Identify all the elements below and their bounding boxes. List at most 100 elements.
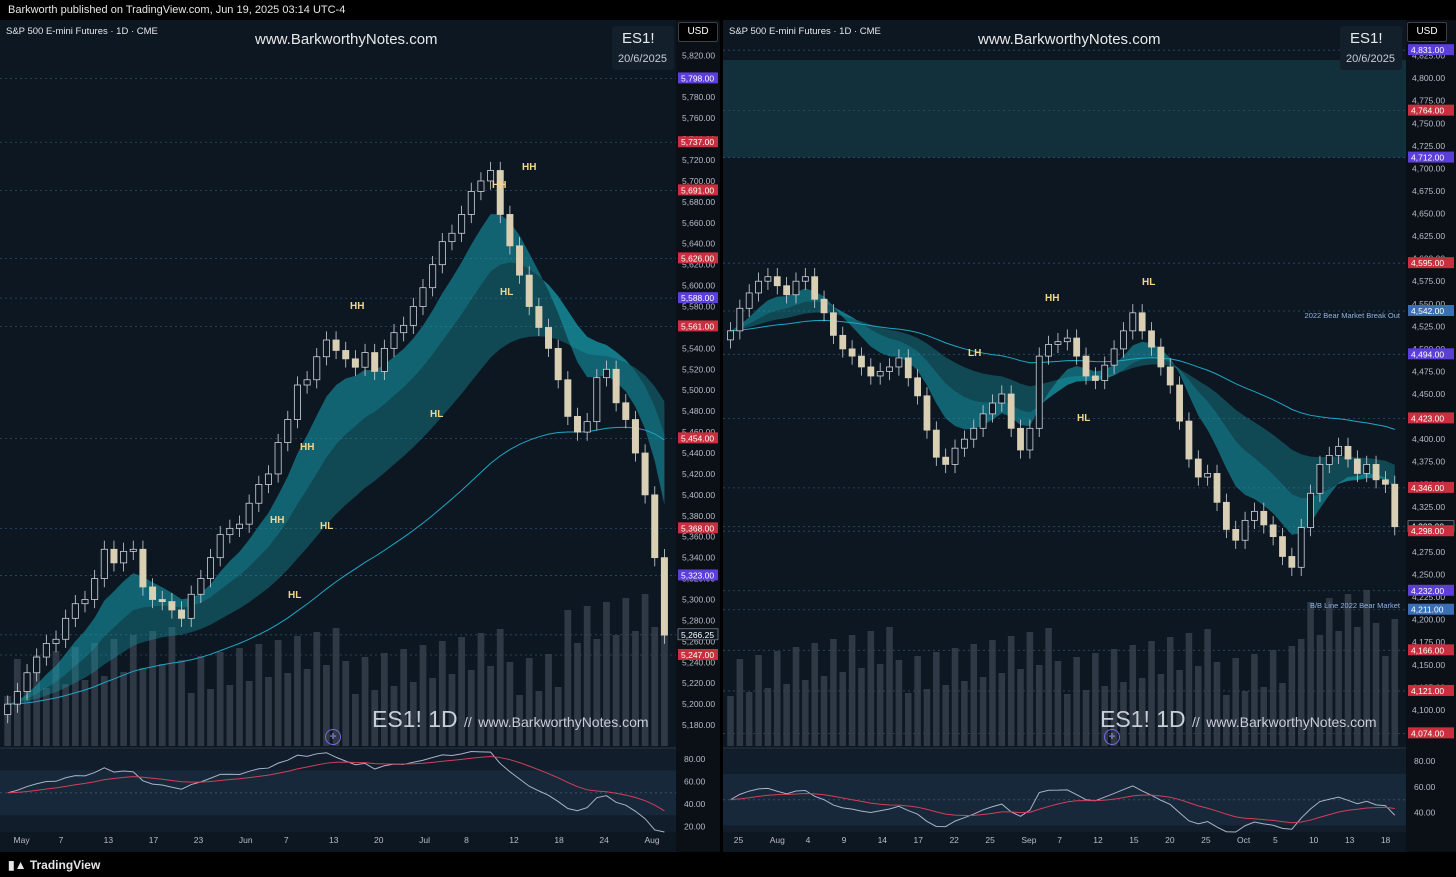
swing-label: HH xyxy=(522,162,536,173)
price-tick-label: 5,360.00 xyxy=(682,532,715,542)
volume-bar xyxy=(1391,619,1399,746)
candle xyxy=(755,280,762,294)
candle xyxy=(429,264,437,289)
candle xyxy=(1017,427,1024,451)
candle xyxy=(477,180,485,192)
volume-bar xyxy=(120,672,127,746)
price-tag xyxy=(1408,481,1454,493)
candle xyxy=(1045,343,1052,357)
candle xyxy=(745,292,753,309)
candle xyxy=(1026,427,1034,451)
volume-bar xyxy=(158,664,166,746)
candle xyxy=(801,276,809,282)
replay-icon[interactable]: ✛ xyxy=(1104,729,1120,745)
price-tick-label: 5,680.00 xyxy=(682,197,715,207)
price-tag-label: 5,454.00 xyxy=(681,433,714,443)
price-tick-label: 4,750.00 xyxy=(1412,118,1445,128)
time-tick-label: 20 xyxy=(374,835,384,845)
candle xyxy=(332,339,340,351)
volume-bar xyxy=(487,666,494,746)
rsi-signal-line xyxy=(7,755,665,812)
volume-bar xyxy=(1269,650,1277,746)
watermark-site: www.BarkworthyNotes.com xyxy=(478,714,649,730)
time-tick-label: 10 xyxy=(1309,835,1319,845)
price-tag xyxy=(678,648,718,660)
chart-panel-right[interactable]: 4,850.004,825.004,800.004,775.004,750.00… xyxy=(723,20,1456,852)
price-tag-label: 5,737.00 xyxy=(681,137,714,147)
candle xyxy=(487,170,495,182)
candle xyxy=(216,534,224,559)
candle xyxy=(631,419,639,454)
price-tag xyxy=(1408,257,1454,269)
site-label: www.BarkworthyNotes.com xyxy=(255,31,438,48)
price-tick-label: 5,300.00 xyxy=(682,595,715,605)
volume-bar xyxy=(52,651,60,746)
candle xyxy=(1110,348,1118,366)
replay-icon[interactable]: ✛ xyxy=(325,729,341,745)
candle xyxy=(458,214,466,234)
volume-bar xyxy=(429,678,437,746)
volume-bar xyxy=(265,677,272,746)
chart-canvas-right[interactable]: 4,850.004,825.004,800.004,775.004,750.00… xyxy=(723,20,1456,852)
candle xyxy=(187,593,195,619)
symbol-label: ES1! xyxy=(622,30,655,47)
volume-bar xyxy=(380,653,388,746)
price-tick-label: 5,640.00 xyxy=(682,239,715,249)
candle xyxy=(989,402,996,415)
time-tick-label: Oct xyxy=(1237,835,1251,845)
volume-bar xyxy=(1260,687,1268,746)
chart-canvas-left[interactable]: 5,840.005,820.005,800.005,780.005,760.00… xyxy=(0,20,720,852)
price-tick-label: 4,800.00 xyxy=(1412,73,1445,83)
footer-bar: ▮▲ TradingView xyxy=(0,852,1456,877)
candle xyxy=(467,191,475,215)
volume-bar xyxy=(323,665,330,746)
candle xyxy=(1054,341,1062,345)
price-tag xyxy=(678,292,718,304)
volume-bar xyxy=(506,662,514,746)
currency-button[interactable]: USD xyxy=(678,22,718,42)
swing-label: HL xyxy=(430,409,443,420)
volume-bar xyxy=(284,673,292,746)
candle xyxy=(4,703,12,716)
candle xyxy=(351,358,359,368)
price-tag xyxy=(1408,727,1454,739)
ma-line-long xyxy=(7,426,665,705)
candle xyxy=(764,276,772,282)
volume-bar xyxy=(23,692,31,746)
chart-panel-left[interactable]: 5,840.005,820.005,800.005,780.005,760.00… xyxy=(0,20,720,852)
candle xyxy=(886,366,893,372)
volume-bar xyxy=(1007,636,1015,746)
price-tick-label: 4,725.00 xyxy=(1412,141,1445,151)
candle xyxy=(1251,510,1258,521)
volume-bar xyxy=(1148,641,1155,746)
candle xyxy=(1185,420,1193,460)
candle xyxy=(1232,528,1240,541)
candle xyxy=(255,484,263,504)
price-tick-label: 4,150.00 xyxy=(1412,660,1445,670)
price-tick-label: 4,550.00 xyxy=(1412,299,1445,309)
volume-bar xyxy=(129,635,137,746)
candle xyxy=(651,494,659,559)
rsi-tick-label: 60.00 xyxy=(684,777,706,787)
price-tag xyxy=(1408,644,1454,656)
volume-bar xyxy=(933,652,940,746)
currency-button[interactable]: USD xyxy=(1407,22,1447,42)
candle xyxy=(371,352,379,372)
volume-bar xyxy=(197,656,205,746)
volume-bar xyxy=(895,660,903,746)
chart-title: S&P 500 E-mini Futures · 1D · CME xyxy=(729,26,881,37)
price-tag-label: 5,266.25 xyxy=(681,630,714,640)
date-label: 20/6/2025 xyxy=(1346,53,1395,65)
swing-label: HL xyxy=(320,521,333,532)
ma-band-slow xyxy=(7,262,665,705)
volume-bar xyxy=(149,631,156,746)
price-tag xyxy=(1408,44,1454,56)
price-tick-label: 5,440.00 xyxy=(682,448,715,458)
candle xyxy=(622,402,630,420)
volume-bar xyxy=(979,677,987,746)
tradingview-logo[interactable]: ▮▲ TradingView xyxy=(8,858,100,872)
volume-bar xyxy=(1045,628,1052,746)
symbol-box: ES1! 20/6/2025 xyxy=(1340,26,1402,70)
candle xyxy=(120,550,128,564)
candle xyxy=(1073,337,1081,357)
